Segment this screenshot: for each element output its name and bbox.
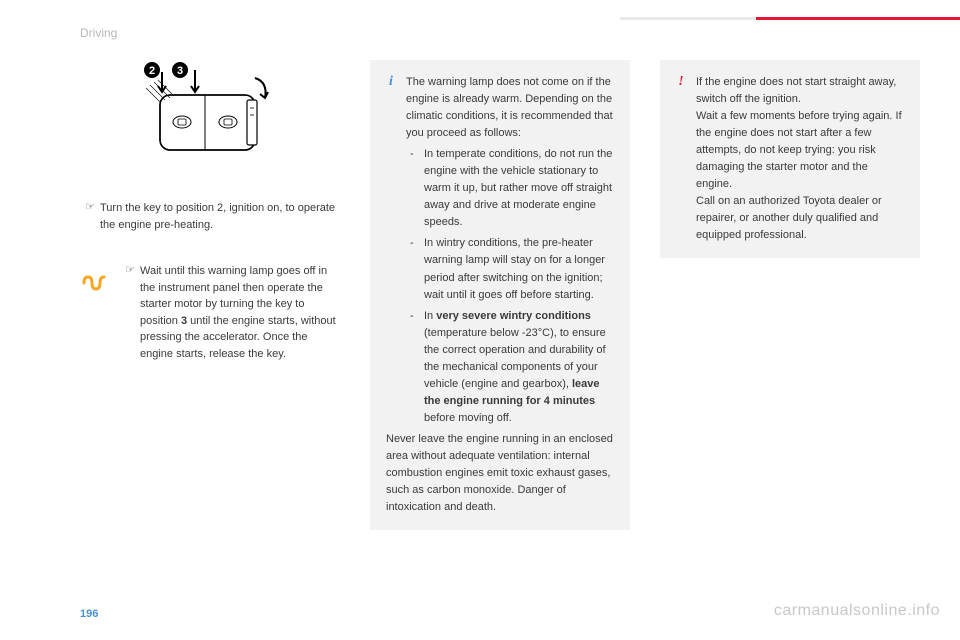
column-1: 2 3 ☞ Turn the key to position 2, igniti… — [80, 60, 340, 530]
list-text: In temperate conditions, do not run the … — [424, 146, 614, 231]
info-intro: The warning lamp does not come on if the… — [406, 74, 614, 142]
preheat-instruction: ☞ Wait until this warning lamp goes off … — [80, 263, 340, 377]
content-columns: 2 3 ☞ Turn the key to position 2, igniti… — [80, 60, 920, 530]
list-item: - In wintry conditions, the pre-heater w… — [406, 235, 614, 303]
bullet-icon: ☞ — [120, 263, 140, 362]
info-outro: Never leave the engine running in an enc… — [386, 431, 614, 516]
instruction-1: ☞ Turn the key to position 2, ignition o… — [80, 200, 340, 233]
dash: - — [406, 146, 424, 231]
list-text: In very severe wintry conditions (temper… — [424, 308, 614, 427]
instruction-text: Turn the key to position 2, ignition on,… — [100, 200, 340, 233]
dash: - — [406, 235, 424, 303]
bullet-icon: ☞ — [80, 200, 100, 233]
svg-text:2: 2 — [149, 65, 155, 77]
preheat-icon — [80, 267, 108, 295]
key-diagram: 2 3 — [110, 60, 290, 180]
dash: - — [406, 308, 424, 427]
info-content: The warning lamp does not come on if the… — [406, 74, 614, 516]
list-item: - In very severe wintry conditions (temp… — [406, 308, 614, 427]
warning-box: ! If the engine does not start straight … — [660, 60, 920, 258]
header-accent-bar — [620, 17, 960, 20]
watermark: carmanualsonline.info — [774, 602, 940, 620]
column-3: ! If the engine does not start straight … — [660, 60, 920, 530]
list-item: - In temperate conditions, do not run th… — [406, 146, 614, 231]
section-title: Driving — [80, 26, 117, 40]
info-box: i The warning lamp does not come on if t… — [370, 60, 630, 530]
info-icon: i — [384, 74, 398, 90]
page-number: 196 — [80, 608, 98, 620]
warning-icon: ! — [674, 74, 688, 90]
warning-content: If the engine does not start straight aw… — [696, 74, 904, 244]
preheat-content: ☞ Wait until this warning lamp goes off … — [120, 263, 340, 377]
svg-text:3: 3 — [177, 65, 183, 77]
instruction-text: Wait until this warning lamp goes off in… — [140, 263, 340, 362]
column-2: i The warning lamp does not come on if t… — [370, 60, 630, 530]
list-text: In wintry conditions, the pre-heater war… — [424, 235, 614, 303]
